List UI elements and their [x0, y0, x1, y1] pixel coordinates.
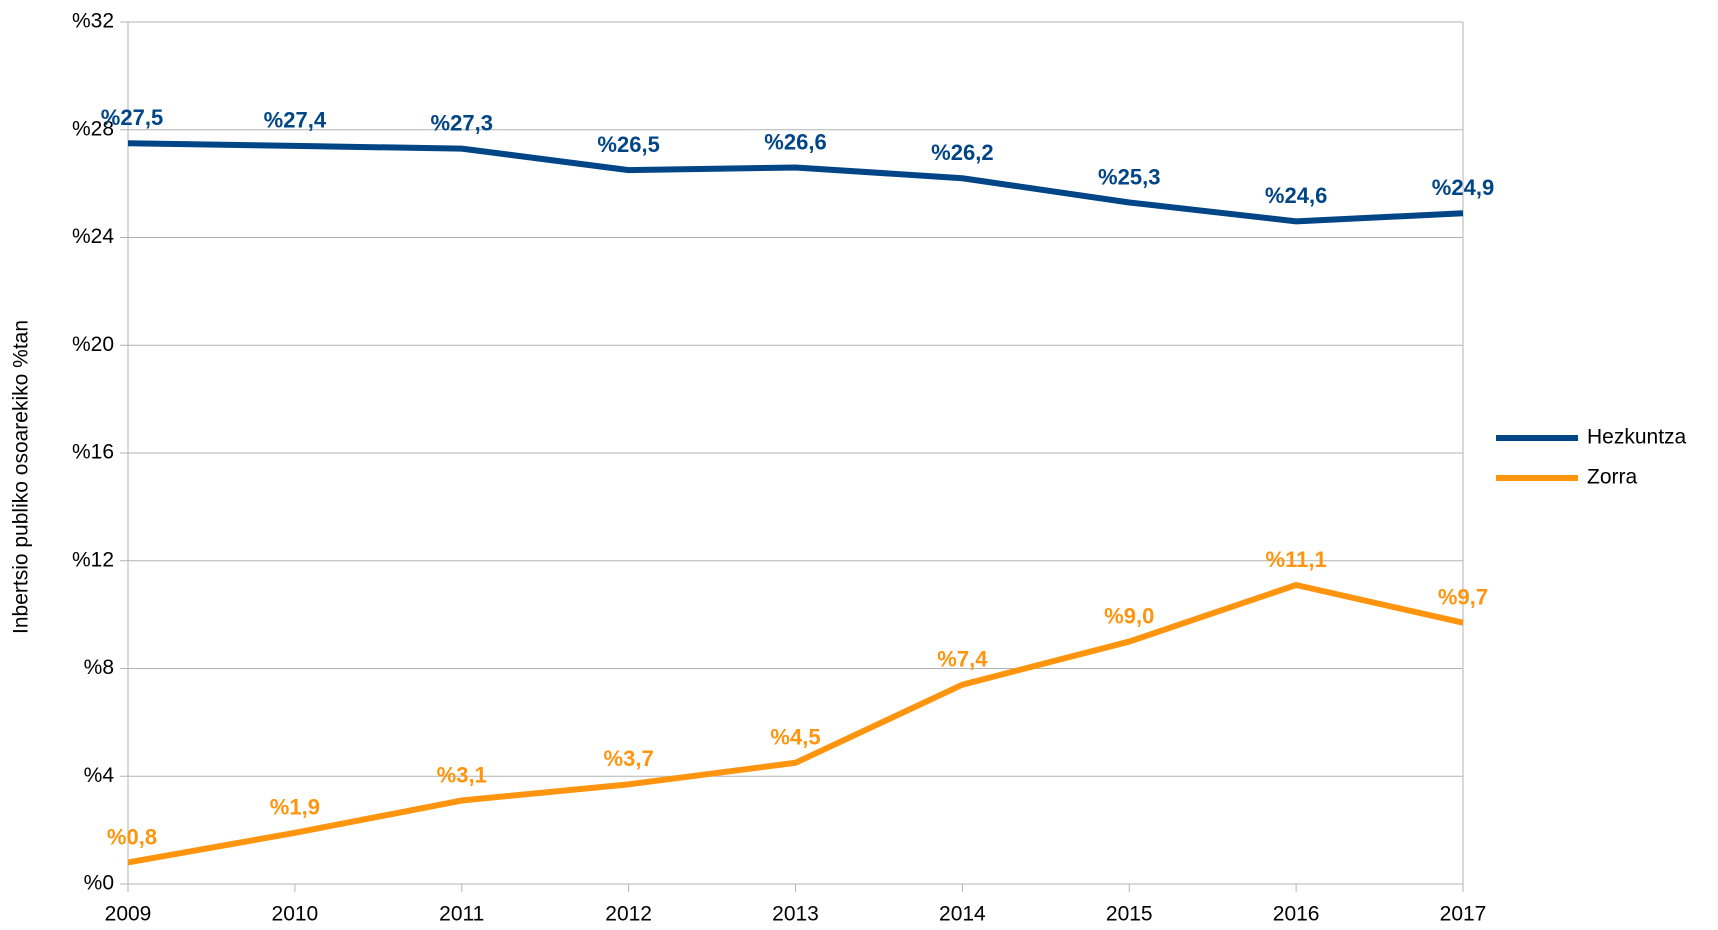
x-tick-label: 2015 [1106, 903, 1153, 926]
x-tick-label: 2016 [1273, 903, 1320, 926]
value-label: %27,4 [264, 108, 327, 133]
y-tick-label: %24 [72, 225, 114, 248]
value-label: %9,7 [1438, 585, 1488, 610]
series-line [127, 140, 1464, 225]
x-tick-label: 2013 [772, 903, 819, 926]
value-label: %0,8 [107, 824, 157, 849]
y-tick-label: %8 [84, 656, 114, 679]
x-tick-label: 2011 [439, 903, 484, 926]
y-tick-label: %12 [72, 548, 114, 571]
value-label: %26,2 [931, 140, 993, 165]
value-label: %26,5 [597, 132, 659, 157]
x-tick-label: 2012 [605, 903, 652, 926]
x-tick-label: 2014 [939, 903, 986, 926]
value-label: %26,6 [764, 129, 826, 154]
y-tick-label: %28 [72, 117, 114, 140]
y-tick-label: %4 [84, 764, 115, 787]
value-label: %24,9 [1432, 175, 1494, 200]
value-label: %4,5 [770, 725, 820, 750]
y-tick-label: %16 [72, 441, 114, 464]
value-label: %24,6 [1265, 183, 1327, 208]
value-label: %7,4 [937, 646, 988, 671]
value-label: %9,0 [1104, 603, 1154, 628]
y-tick-label: %32 [72, 10, 114, 33]
series-line [127, 581, 1464, 866]
legend-label: Zorra [1587, 466, 1637, 489]
y-tick-label: %0 [84, 872, 114, 895]
value-label: %11,1 [1266, 547, 1327, 572]
value-label: %27,5 [101, 105, 163, 130]
value-label: %27,3 [431, 110, 493, 135]
y-tick-label: %20 [72, 333, 114, 356]
value-label: %25,3 [1098, 164, 1160, 189]
value-label: %1,9 [270, 795, 320, 820]
x-tick-label: 2010 [272, 903, 319, 926]
y-axis-label: Inbertsio publiko osoarekiko %tan [10, 320, 33, 634]
x-tick-label: 2017 [1440, 903, 1487, 926]
legend-label: Hezkuntza [1587, 426, 1687, 449]
x-tick-label: 2009 [105, 903, 152, 926]
value-label: %3,1 [437, 762, 487, 787]
value-label: %3,7 [604, 746, 654, 771]
